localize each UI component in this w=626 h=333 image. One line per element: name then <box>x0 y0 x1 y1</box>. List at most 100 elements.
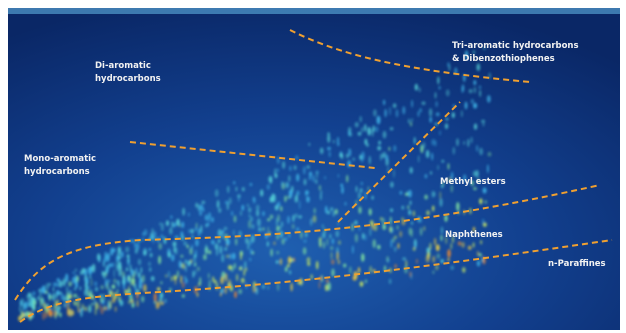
spot <box>233 230 235 236</box>
spot <box>202 201 206 204</box>
spot <box>422 142 425 149</box>
spot <box>295 155 299 160</box>
spot <box>84 307 87 312</box>
spot <box>171 276 173 281</box>
spot <box>471 137 473 144</box>
spot <box>281 222 283 227</box>
spot <box>149 267 152 272</box>
spot <box>32 301 34 310</box>
spot <box>182 282 185 288</box>
spot <box>277 203 280 206</box>
spot <box>128 276 131 281</box>
spot <box>426 255 430 263</box>
spot <box>461 110 463 117</box>
spot <box>275 173 278 178</box>
spot <box>330 246 333 250</box>
spot <box>361 182 363 186</box>
spot <box>211 240 215 245</box>
spot <box>38 296 40 300</box>
spot <box>198 228 200 236</box>
spot <box>415 241 417 249</box>
spot <box>447 249 451 258</box>
spot <box>159 222 161 225</box>
spot <box>448 163 450 170</box>
spot <box>306 196 310 202</box>
spot <box>94 281 97 286</box>
spot <box>235 238 237 245</box>
spot <box>410 201 412 206</box>
spot <box>420 227 423 236</box>
spot <box>298 215 302 218</box>
spot <box>479 148 483 156</box>
spot <box>64 303 66 308</box>
spot <box>260 189 263 196</box>
spot <box>349 266 352 274</box>
spot <box>439 198 442 207</box>
spot <box>249 214 251 217</box>
spot <box>338 260 341 264</box>
spot <box>113 269 115 278</box>
spot <box>187 245 189 249</box>
spot <box>473 103 477 109</box>
spot <box>248 207 251 213</box>
spot <box>224 247 227 251</box>
label-line: Mono-aromatic <box>24 154 96 164</box>
spot <box>328 132 330 135</box>
spot <box>487 164 489 173</box>
spot <box>331 269 334 277</box>
spot <box>480 240 482 244</box>
spot <box>289 190 293 197</box>
spot <box>226 239 230 245</box>
spot <box>195 239 199 246</box>
spot <box>272 194 276 203</box>
spot <box>483 188 487 194</box>
spot <box>208 273 210 279</box>
spot <box>372 196 374 200</box>
spot <box>24 301 28 309</box>
spot <box>375 126 379 132</box>
spot <box>327 238 329 246</box>
spot <box>352 245 354 253</box>
spot <box>360 188 363 192</box>
spot <box>134 283 137 289</box>
spot <box>349 133 353 137</box>
spot <box>327 147 331 151</box>
spot <box>356 186 358 193</box>
spot <box>62 280 66 287</box>
spot <box>311 274 313 280</box>
spot <box>488 152 492 157</box>
spot <box>399 231 402 238</box>
spot <box>294 214 298 219</box>
spot <box>395 264 397 268</box>
spot <box>332 238 334 244</box>
spot <box>225 273 227 282</box>
spot <box>262 285 265 289</box>
spot <box>373 109 377 116</box>
spot <box>75 269 78 272</box>
spot <box>425 174 428 178</box>
spot <box>431 153 433 161</box>
spot <box>465 102 468 110</box>
label-line: Tri-aromatic hydrocarbons <box>452 41 579 51</box>
spot <box>338 240 341 244</box>
spot <box>380 154 382 161</box>
spot <box>346 175 348 183</box>
spot <box>138 259 142 266</box>
spot <box>439 130 441 135</box>
spot <box>22 315 24 319</box>
spot <box>288 182 290 188</box>
spot <box>479 198 482 204</box>
spot <box>196 223 198 229</box>
spot <box>316 171 318 179</box>
spot <box>468 246 472 250</box>
spot <box>446 89 450 96</box>
spot <box>382 224 386 230</box>
spot <box>236 274 238 282</box>
spot <box>154 293 157 302</box>
spot <box>226 254 230 258</box>
spot <box>289 270 291 274</box>
spot <box>200 225 202 234</box>
spot <box>39 292 41 296</box>
spot <box>336 252 339 261</box>
spot <box>249 258 251 261</box>
